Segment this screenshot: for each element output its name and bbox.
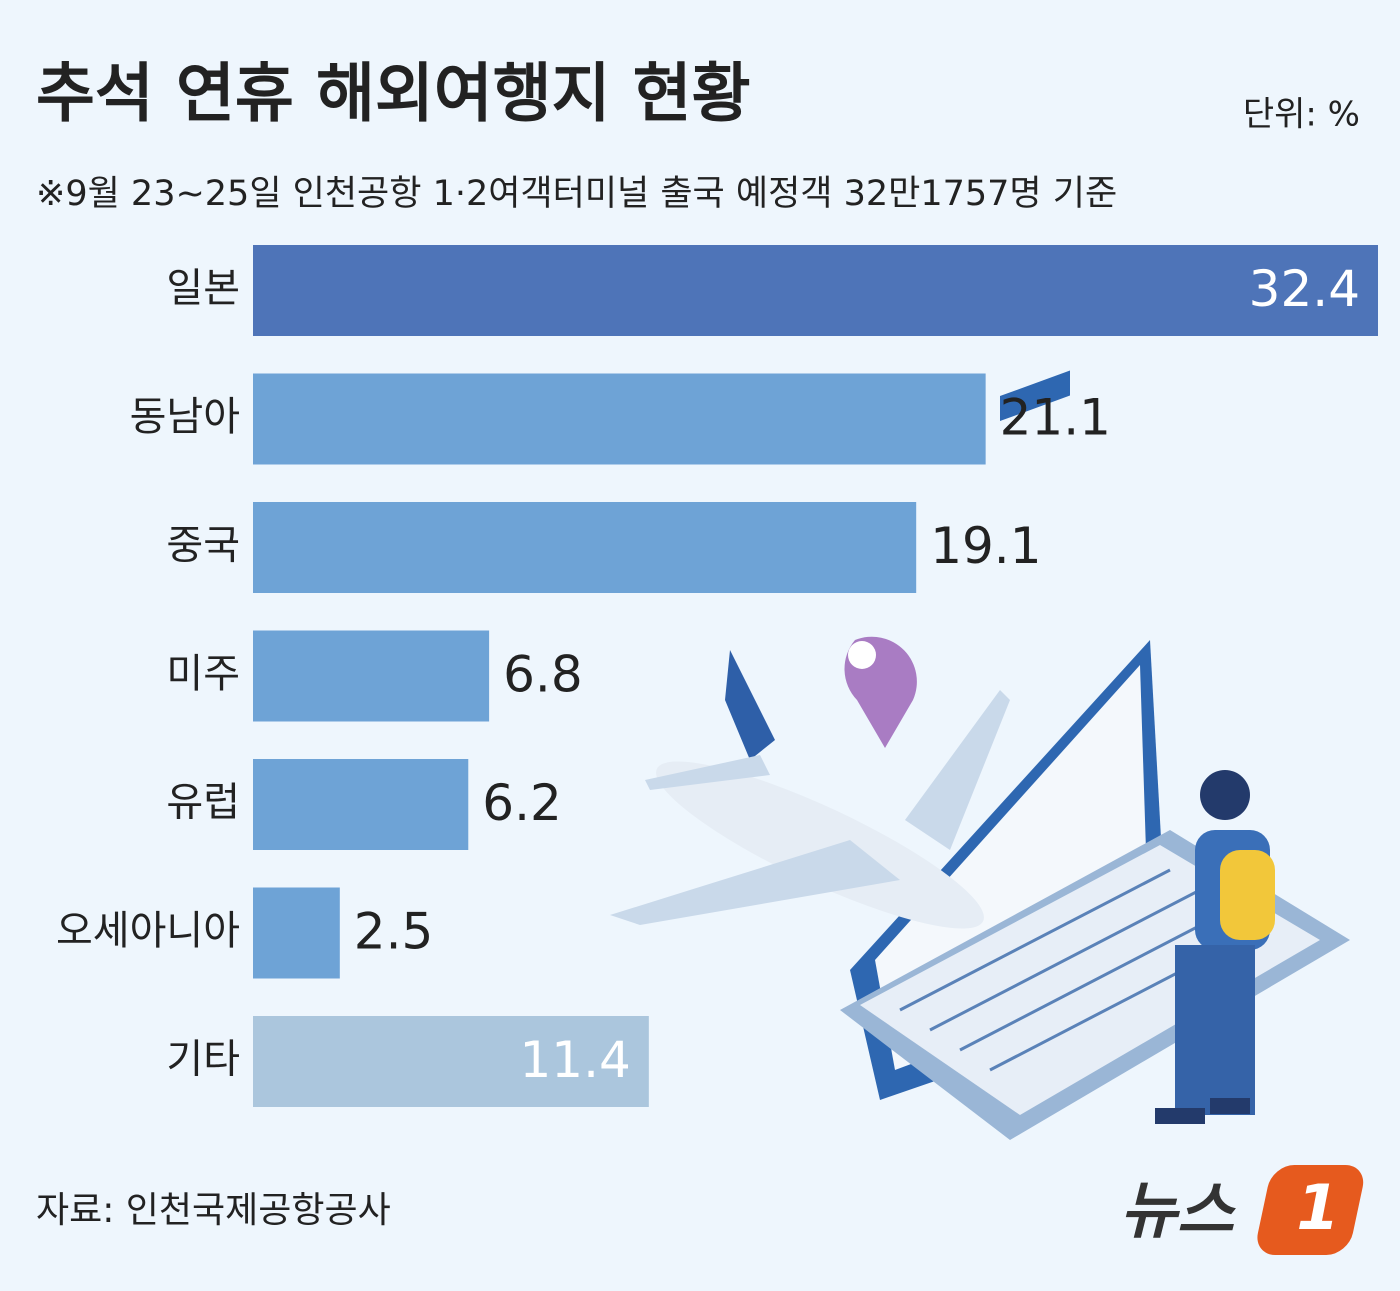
logo-badge [1257, 1165, 1364, 1255]
category-label: 중국 [166, 523, 240, 569]
chart-title: 추석 연휴 해외여행지 현황 [36, 58, 751, 132]
category-label: 유럽 [166, 780, 240, 826]
category-label: 기타 [166, 1037, 240, 1083]
category-label: 미주 [166, 651, 240, 697]
value-label: 19.1 [930, 517, 1041, 575]
value-label: 6.8 [503, 646, 583, 704]
value-label: 11.4 [520, 1031, 631, 1089]
value-label: 21.1 [1000, 389, 1111, 447]
bar [253, 245, 1378, 336]
logo-mark: 1 [1296, 1171, 1339, 1244]
logo-text: 뉴스 [1120, 1174, 1236, 1247]
illustration [610, 370, 1350, 1140]
bar [253, 887, 340, 979]
unit-label: 단위: % [1243, 95, 1360, 135]
value-label: 6.2 [482, 774, 562, 832]
bar [253, 502, 917, 593]
value-label: 2.5 [354, 903, 434, 961]
category-label: 일본 [166, 266, 240, 312]
bar [253, 1016, 649, 1107]
source: 자료: 인천국제공항공사 [36, 1190, 391, 1231]
value-label: 32.4 [1249, 260, 1360, 318]
bar [253, 630, 490, 722]
subtitle: ※9월 23~25일 인천공항 1·2여객터미널 출국 예정객 32만1757명… [36, 174, 1117, 214]
category-label: 오세아니아 [56, 908, 240, 954]
bar [253, 759, 469, 850]
bar [253, 373, 986, 465]
category-label: 동남아 [130, 394, 240, 440]
